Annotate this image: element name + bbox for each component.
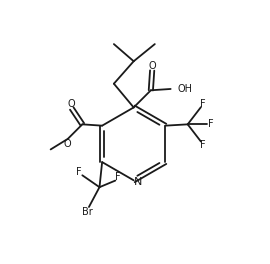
Text: F: F xyxy=(200,140,206,150)
Text: OH: OH xyxy=(177,84,192,94)
Text: O: O xyxy=(67,99,75,109)
Text: F: F xyxy=(200,99,206,109)
Text: O: O xyxy=(148,61,156,71)
Text: F: F xyxy=(208,119,214,129)
Text: O: O xyxy=(63,139,71,149)
Text: Br: Br xyxy=(82,207,93,217)
Text: F: F xyxy=(76,167,81,177)
Text: N: N xyxy=(134,177,143,187)
Text: F: F xyxy=(115,172,120,182)
